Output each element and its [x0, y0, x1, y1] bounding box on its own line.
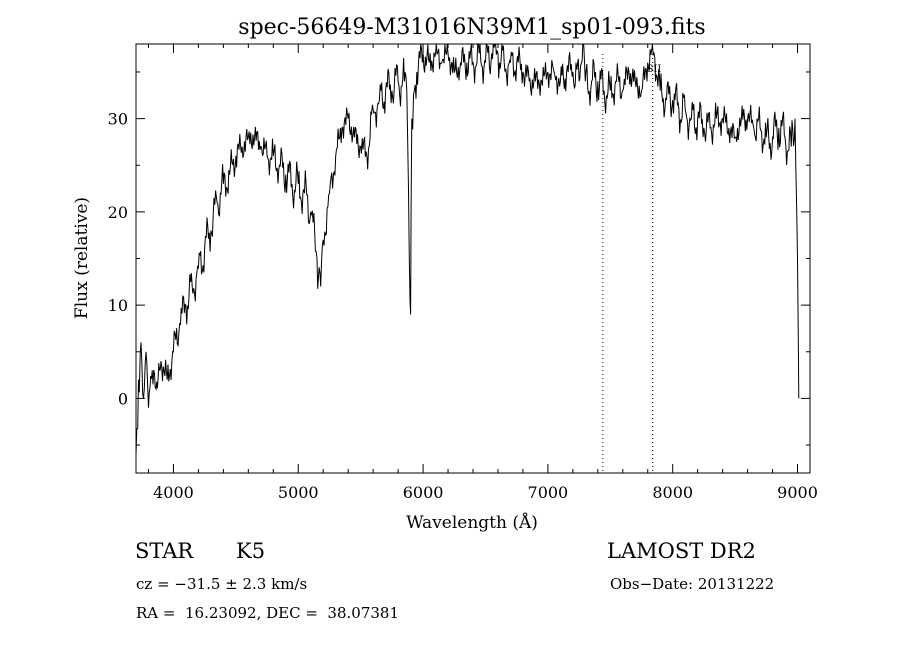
x-tick-label: 4000 [153, 483, 194, 502]
y-axis-label: Flux (relative) [72, 197, 92, 319]
spectrum-series-line [135, 43, 800, 455]
y-tick-label: 20 [108, 203, 128, 222]
x-tick-label: 9000 [777, 483, 818, 502]
y-tick-label: 0 [118, 389, 128, 408]
redshift-velocity: cz = −31.5 ± 2.3 km/s [136, 575, 308, 593]
y-axis: 0 10 20 30 [108, 71, 810, 446]
x-tick-label: 7000 [528, 483, 569, 502]
x-tick-label: 6000 [403, 483, 444, 502]
coordinates: RA = 16.23092, DEC = 38.07381 [136, 604, 400, 622]
spectral-subclass: K5 [236, 539, 266, 563]
x-axis: 4000 5000 6000 7000 8000 9000 [147, 44, 818, 502]
survey-name: LAMOST DR2 [607, 539, 756, 563]
observation-date: Obs−Date: 20131222 [610, 575, 775, 593]
chart-title: spec-56649-M31016N39M1_sp01-093.fits [238, 15, 705, 40]
x-tick-label: 5000 [278, 483, 319, 502]
line-annotations: SII [647, 64, 662, 75]
y-tick-label: 10 [108, 296, 128, 315]
reference-lines [602, 54, 654, 473]
x-axis-label: Wavelength (Å) [406, 512, 538, 533]
y-tick-label: 30 [108, 110, 128, 129]
object-type: STAR [135, 539, 194, 563]
plot-frame [135, 43, 811, 474]
x-tick-label: 8000 [652, 483, 693, 502]
line-annotation-label: SII [647, 64, 662, 75]
